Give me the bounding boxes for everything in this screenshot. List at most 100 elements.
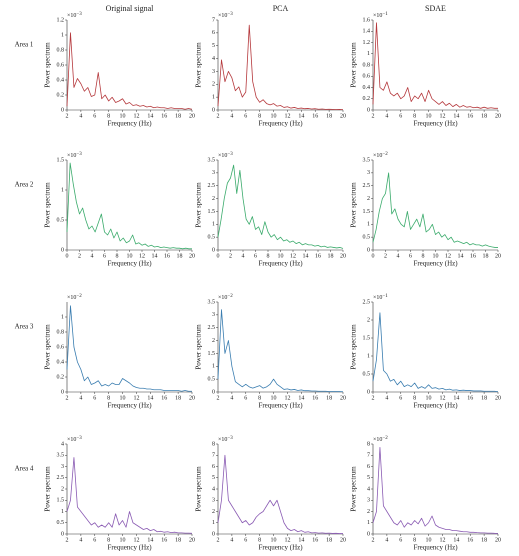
x-tick-label: 20: [495, 395, 501, 401]
x-tick-label: 10: [278, 253, 284, 259]
y-tick-label: 4: [212, 56, 215, 62]
y-tick-label: 2: [61, 486, 64, 492]
x-tick-label: 18: [326, 537, 332, 543]
y-tick-label: 2: [367, 317, 370, 323]
x-tick-label: 20: [495, 113, 501, 119]
y-tick-label: 1.6: [363, 17, 371, 23]
y-tick-label: 7: [212, 17, 215, 23]
x-tick-label: 10: [271, 113, 277, 119]
y-multiplier-base: ×10: [373, 295, 382, 301]
y-multiplier-exponent: −3: [76, 152, 82, 157]
x-tick-label: 12: [439, 537, 445, 543]
x-tick-label: 12: [139, 253, 145, 259]
y-tick-label: 0: [61, 247, 64, 253]
x-tick-label: 16: [161, 395, 167, 401]
y-multiplier-base: ×10: [373, 153, 382, 159]
y-tick-label: 0.6: [57, 62, 65, 68]
x-tick-label: 4: [385, 113, 388, 119]
x-tick-label: 2: [217, 113, 220, 119]
y-tick-label: 1: [212, 222, 215, 228]
x-tick-label: 18: [483, 253, 489, 259]
x-tick-label: 20: [189, 537, 195, 543]
y-tick-label: 0: [212, 531, 215, 537]
x-tick-label: 18: [326, 395, 332, 401]
y-multiplier-exponent: −1: [382, 12, 388, 17]
x-tick-label: 18: [177, 253, 183, 259]
x-tick-label: 12: [439, 113, 445, 119]
x-tick-label: 2: [384, 253, 387, 259]
y-tick-label: 0.2: [57, 374, 65, 380]
y-tick-label: 0: [212, 107, 215, 113]
row-label: Area 3: [15, 323, 34, 331]
x-tick-label: 0: [217, 253, 220, 259]
x-tick-label: 8: [107, 537, 110, 543]
y-tick-label: 3: [367, 170, 370, 176]
x-tick-label: 20: [340, 537, 346, 543]
y-axis-label: Power spectrum: [350, 42, 358, 88]
y-tick-label: 1.5: [208, 351, 216, 357]
x-tick-label: 12: [439, 395, 445, 401]
y-multiplier-exponent: −3: [227, 12, 233, 17]
y-tick-label: 2.5: [208, 325, 216, 331]
x-tick-label: 20: [495, 253, 501, 259]
x-tick-label: 6: [399, 113, 402, 119]
column-title: PCA: [273, 4, 289, 13]
y-multiplier-exponent: −2: [76, 294, 82, 299]
x-axis-label: Frequency (Hz): [107, 402, 152, 410]
y-multiplier-base: ×10: [218, 437, 227, 443]
x-tick-label: 4: [91, 253, 94, 259]
y-multiplier-exponent: −1: [382, 294, 388, 299]
x-tick-label: 8: [116, 253, 119, 259]
x-tick-label: 18: [175, 113, 181, 119]
x-tick-label: 20: [189, 395, 195, 401]
y-tick-label: 1.2: [57, 17, 65, 23]
x-tick-label: 18: [175, 395, 181, 401]
y-axis-label: Power spectrum: [44, 466, 52, 512]
x-tick-label: 16: [161, 113, 167, 119]
y-tick-label: 7: [212, 453, 215, 459]
y-axis-label: Power spectrum: [195, 324, 203, 370]
y-tick-label: 1.2: [363, 40, 371, 46]
y-tick-label: 1: [61, 509, 64, 515]
y-multiplier-base: ×10: [67, 437, 76, 443]
y-tick-label: 3: [212, 170, 215, 176]
y-tick-label: 1: [61, 32, 64, 38]
spectrum-line: [372, 446, 499, 534]
y-tick-label: 0: [367, 247, 370, 253]
x-tick-label: 6: [399, 537, 402, 543]
x-tick-label: 2: [66, 395, 69, 401]
y-axis-label: Power spectrum: [44, 42, 52, 88]
y-tick-label: 0.5: [57, 217, 65, 223]
y-tick-label: 7: [367, 453, 370, 459]
x-axis-label: Frequency (Hz): [413, 120, 458, 128]
y-tick-label: 0.5: [363, 371, 371, 377]
y-tick-label: 1: [367, 520, 370, 526]
y-tick-label: 2: [212, 338, 215, 344]
y-tick-label: 3: [367, 498, 370, 504]
x-tick-label: 2: [372, 395, 375, 401]
y-tick-label: 0: [61, 531, 64, 537]
y-tick-label: 0: [367, 531, 370, 537]
x-tick-label: 14: [453, 395, 459, 401]
x-tick-label: 8: [258, 395, 261, 401]
y-tick-label: 8: [367, 441, 370, 447]
x-tick-label: 16: [467, 537, 473, 543]
x-axis-label: Frequency (Hz): [258, 120, 303, 128]
row-label: Area 1: [15, 41, 34, 49]
y-tick-label: 0: [212, 389, 215, 395]
y-axis-label: Power spectrum: [44, 182, 52, 228]
y-tick-label: 2: [212, 509, 215, 515]
x-tick-label: 18: [481, 113, 487, 119]
x-axis-label: Frequency (Hz): [413, 544, 458, 552]
spectrum-line: [217, 164, 344, 249]
x-tick-label: 2: [217, 395, 220, 401]
x-tick-label: 14: [298, 395, 304, 401]
y-multiplier: ×10−3: [67, 12, 82, 19]
x-tick-label: 16: [312, 395, 318, 401]
y-tick-label: 1: [212, 520, 215, 526]
y-tick-label: 0.5: [57, 520, 65, 526]
x-tick-label: 20: [189, 113, 195, 119]
y-tick-label: 0.6: [363, 74, 371, 80]
y-tick-label: 0.2: [57, 92, 65, 98]
